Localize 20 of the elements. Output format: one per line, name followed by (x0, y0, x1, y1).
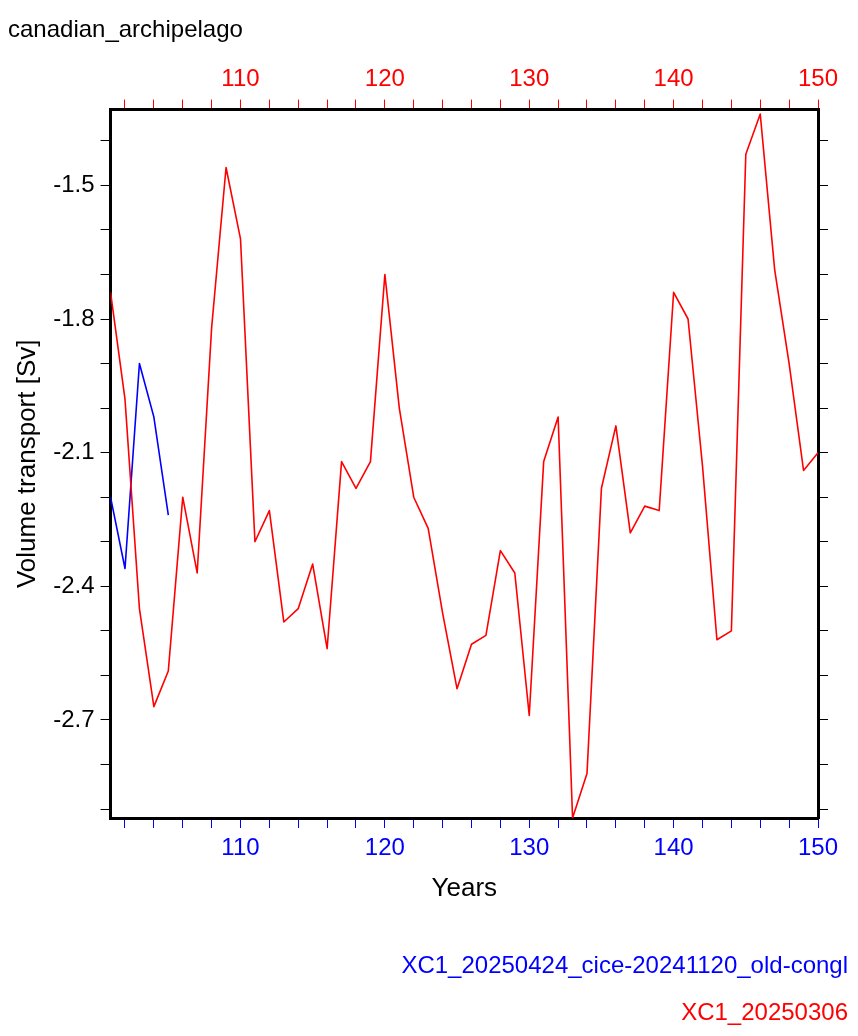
y-tick-label: -2.7 (53, 704, 95, 732)
y-tick-label: -1.5 (53, 169, 95, 197)
text: XC1_20250424_cice-20241120_old-congl (401, 951, 848, 978)
text: XC1_20250306 (681, 998, 848, 1025)
y-axis-title: Volume transport [Sv] (10, 339, 41, 589)
y-tick-label: -1.8 (53, 303, 95, 331)
y-tick-label: -2.4 (53, 570, 95, 598)
x-tick-label: 130 (509, 833, 550, 861)
x2-tick-label: 150 (797, 63, 839, 91)
x-tick-label: 110 (221, 833, 260, 861)
x-tick-label: 140 (653, 833, 694, 861)
x2-tick-label: 120 (364, 63, 405, 91)
chart-title: canadian_archipelago (8, 15, 243, 43)
x2-tick-label: 140 (653, 63, 694, 91)
x2-tick-label: 110 (221, 63, 260, 91)
x-tick-label: 150 (797, 833, 839, 861)
y-tick-label: -2.1 (53, 437, 95, 465)
x2-tick-label: 130 (509, 63, 550, 91)
x-tick-label: 120 (364, 833, 405, 861)
x-axis-title: Years (431, 871, 498, 902)
